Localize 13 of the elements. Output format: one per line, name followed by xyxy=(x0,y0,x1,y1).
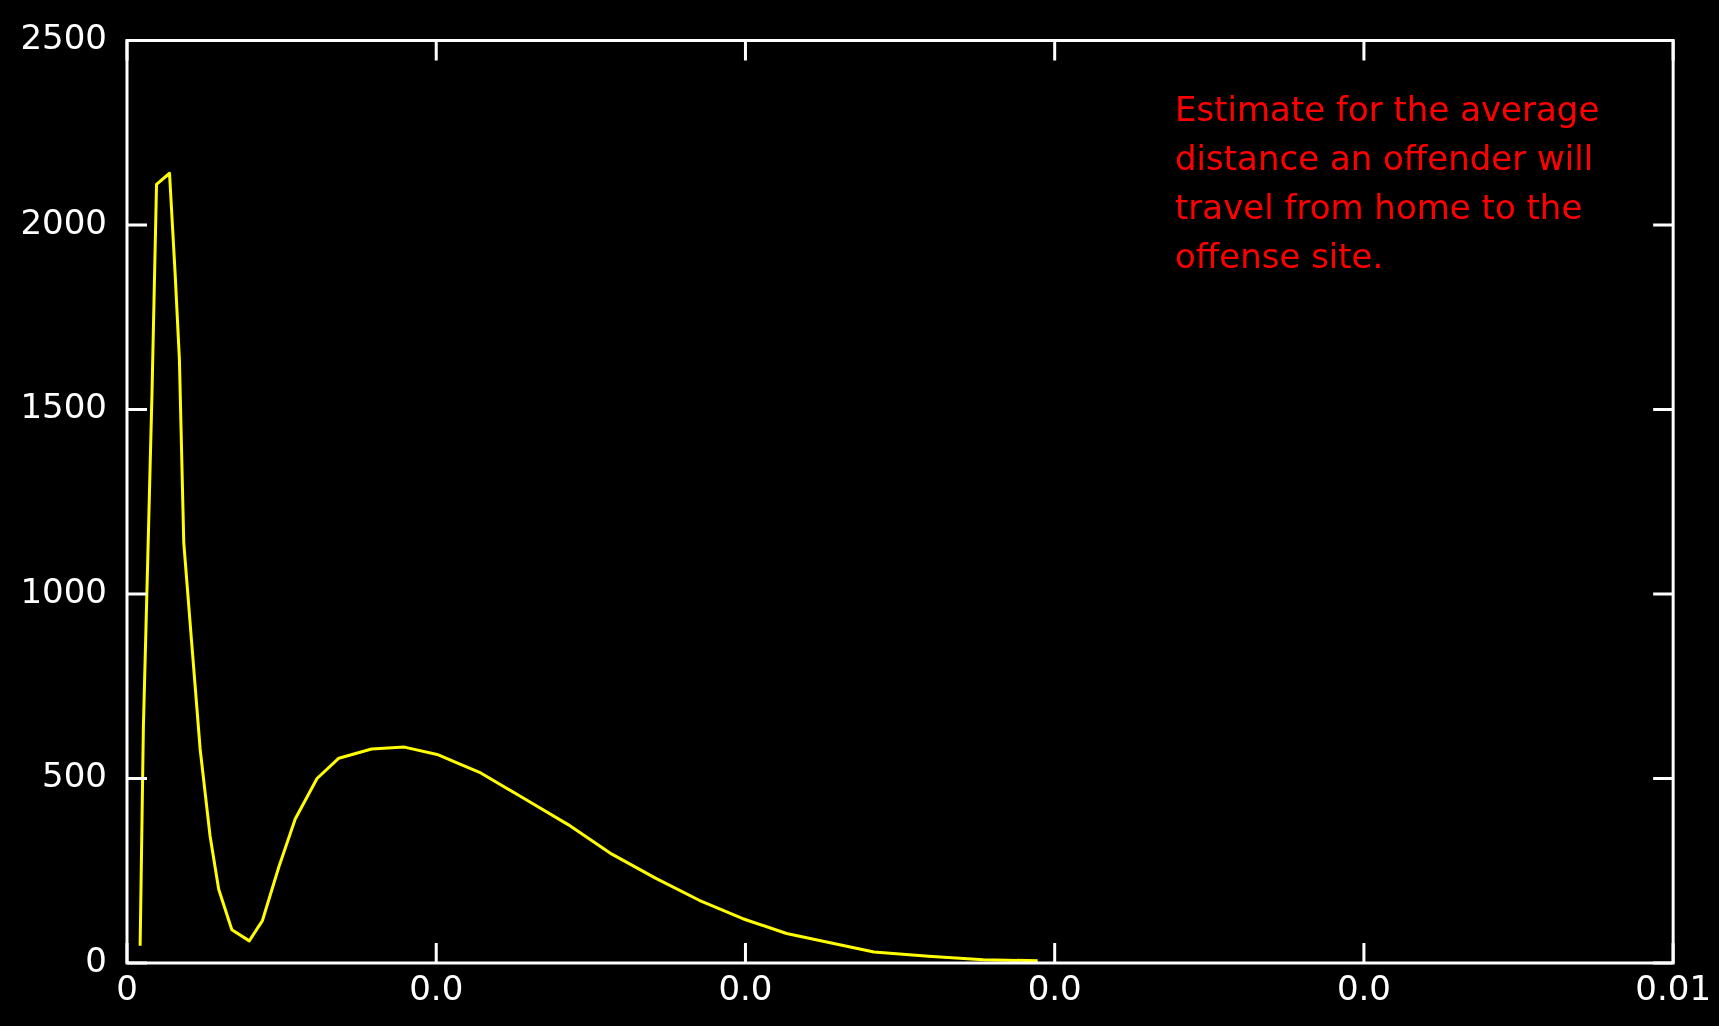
y-tick-label: 1500 xyxy=(20,386,107,427)
x-tick-label: 0.0 xyxy=(1336,968,1391,1009)
x-tick-label: 0.0 xyxy=(718,968,773,1009)
x-tick-label: 0.01 xyxy=(1635,968,1711,1009)
y-tick-label: 1000 xyxy=(20,570,107,611)
x-tick-label: 0.0 xyxy=(409,968,464,1009)
x-tick-label: 0.0 xyxy=(1027,968,1082,1009)
annotation: Estimate for the average distance an offender will travel from home to the offense site. xyxy=(1175,88,1600,276)
y-tick-label: 0 xyxy=(85,939,107,980)
x-tick-label: 0 xyxy=(116,968,138,1009)
y-tick-label: 2000 xyxy=(20,201,107,242)
y-tick-label: 2500 xyxy=(20,17,107,58)
y-tick-label: 500 xyxy=(42,755,107,796)
